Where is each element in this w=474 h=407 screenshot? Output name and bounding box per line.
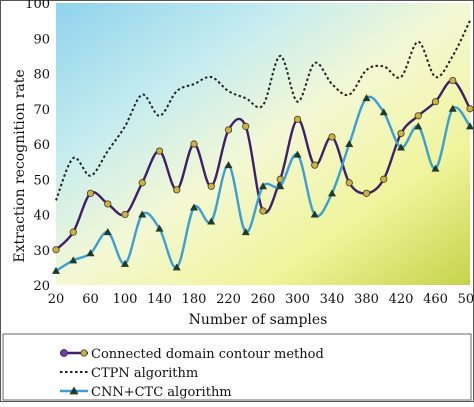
legend-marker <box>80 349 88 357</box>
data-point <box>397 129 405 138</box>
data-point <box>138 210 147 218</box>
x-tick-label: 220 <box>216 292 241 307</box>
data-point <box>259 207 267 215</box>
data-point <box>69 228 77 236</box>
plot-area <box>56 3 470 285</box>
y-tick-label: 90 <box>33 32 50 47</box>
y-tick-label: 50 <box>33 173 50 188</box>
data-point <box>345 140 354 147</box>
data-point <box>362 94 371 102</box>
data-point <box>310 210 319 218</box>
data-point <box>190 140 198 148</box>
x-tick-label: 20 <box>48 292 65 307</box>
data-point <box>52 246 60 254</box>
data-point <box>86 189 95 197</box>
data-point <box>466 122 474 130</box>
data-point <box>242 122 250 130</box>
legend-items: Connected domain contour method CTPN algo… <box>60 347 324 400</box>
data-point <box>69 256 78 264</box>
data-point <box>414 122 423 130</box>
data-point <box>190 203 198 211</box>
data-point <box>138 179 146 187</box>
data-point <box>397 143 405 151</box>
data-point <box>155 147 164 155</box>
x-tick-label: 260 <box>251 292 276 307</box>
data-point <box>293 150 302 158</box>
data-point <box>466 105 474 113</box>
data-point <box>121 210 129 219</box>
data-point <box>172 263 181 271</box>
data-point <box>224 161 233 169</box>
y-tick-label: 100 <box>25 0 50 12</box>
x-tick-label: 60 <box>82 292 99 307</box>
x-axis-label: Number of samples <box>189 312 328 328</box>
y-tick-label: 80 <box>33 68 50 83</box>
data-point <box>276 182 285 190</box>
data-point <box>241 228 250 236</box>
y-tick-label: 70 <box>33 103 50 118</box>
data-point <box>104 200 112 208</box>
legend-label: CNN+CTC algorithm <box>91 385 232 400</box>
data-point <box>449 76 457 85</box>
y-tick-label: 60 <box>33 138 50 153</box>
x-tick-label: 460 <box>423 292 448 307</box>
data-point <box>207 182 215 190</box>
x-tick-label: 100 <box>113 292 138 307</box>
data-point <box>103 228 112 236</box>
data-point <box>362 189 371 197</box>
y-tick-label: 30 <box>33 244 50 259</box>
data-point <box>311 161 319 169</box>
y-tick-label: 20 <box>33 279 50 294</box>
x-tick-label: 340 <box>320 292 345 307</box>
x-tick-label: 140 <box>147 292 172 307</box>
legend-marker <box>69 386 79 395</box>
y-tick-label: 40 <box>33 209 50 224</box>
data-point <box>448 104 457 112</box>
data-point <box>431 164 440 172</box>
data-point <box>259 182 267 190</box>
data-point <box>328 189 336 197</box>
x-tick-label: 420 <box>389 292 414 307</box>
x-tick-label: 300 <box>285 292 310 307</box>
x-tick-label: 380 <box>354 292 379 307</box>
legend-label: CTPN algorithm <box>91 366 198 381</box>
data-point <box>224 126 233 134</box>
data-point <box>155 224 164 232</box>
data-point <box>379 108 388 116</box>
legend-box <box>2 333 472 401</box>
data-point <box>414 112 422 120</box>
data-point <box>293 115 302 123</box>
x-tick-labels: 20 60 100 140 180 220 260 300 340 380 420 460 500 <box>48 292 474 307</box>
data-point <box>380 175 388 183</box>
data-point <box>86 249 95 257</box>
data-point <box>431 98 440 106</box>
data-point <box>52 266 60 274</box>
x-tick-label: 500 <box>458 292 474 307</box>
data-point <box>207 217 216 225</box>
legend-label: Connected domain contour method <box>91 347 324 362</box>
series-layer <box>52 20 474 274</box>
data-point <box>121 259 129 267</box>
data-point <box>173 186 181 194</box>
legend-marker <box>60 349 68 357</box>
legend: Connected domain contour method CTPN algo… <box>2 333 472 401</box>
data-point <box>345 179 353 187</box>
data-point <box>328 133 336 141</box>
x-tick-label: 180 <box>182 292 207 307</box>
y-tick-labels: 20 30 40 50 60 70 80 90 100 <box>25 0 50 294</box>
y-axis-label: Extraction recognition rate <box>12 69 28 262</box>
